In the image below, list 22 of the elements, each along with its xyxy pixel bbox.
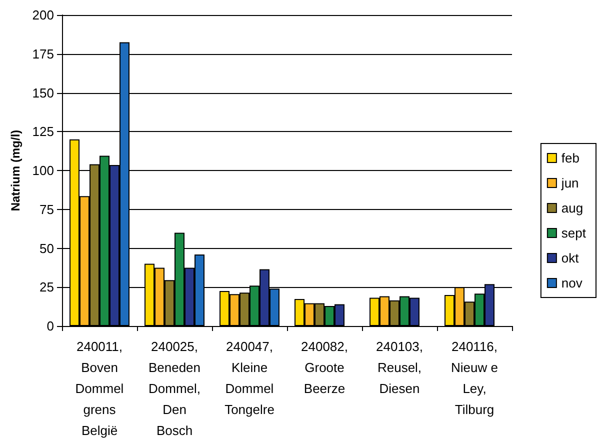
legend-label: jun	[560, 176, 579, 190]
y-tick-label: 0	[46, 318, 54, 334]
x-tick-label: 240116, Nieuw e Ley, Tilburg	[451, 339, 498, 417]
y-tick-label: 200	[32, 8, 54, 22]
y-axis-title: Natrium (mg/l)	[8, 130, 22, 212]
x-tick-label: 240025, Beneden Dommel, Den Bosch	[148, 339, 201, 438]
legend-label: sept	[561, 226, 586, 240]
x-tick-label: 240011, Boven Dommel grens België	[75, 339, 124, 438]
x-tick-label: 240082, Groote Beerze	[301, 339, 348, 396]
y-tick-label: 75	[40, 202, 54, 217]
y-tick-label: 100	[32, 163, 54, 178]
y-tick-label: 175	[32, 46, 54, 62]
legend-label: okt	[561, 250, 580, 266]
y-tick-label: 150	[32, 85, 54, 100]
legend-label: feb	[561, 150, 580, 166]
legend-label: nov	[561, 276, 583, 290]
x-tick-label: 240047, Kleine Dommel Tongelre	[224, 339, 274, 417]
x-tick-label: 240103, Reusel, Diesen	[376, 339, 423, 396]
legend-label: aug	[561, 200, 584, 216]
y-tick-label: 25	[40, 280, 54, 295]
y-tick-label: 125	[32, 124, 54, 140]
y-tick-label: 50	[40, 240, 54, 256]
